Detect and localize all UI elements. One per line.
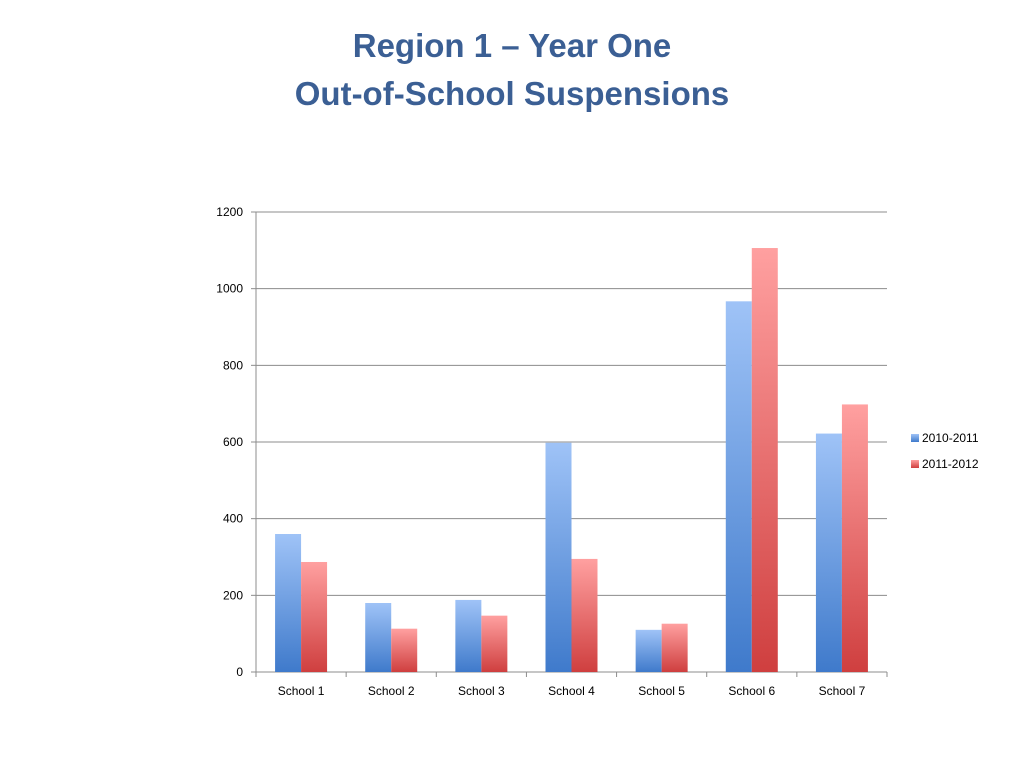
bar-2010-2011-school-5 — [635, 629, 662, 672]
x-category-label: School 1 — [278, 684, 325, 698]
y-tick-label: 800 — [223, 358, 243, 372]
bar-2010-2011-school-6 — [725, 301, 752, 672]
x-category-label: School 3 — [458, 684, 505, 698]
bar-2010-2011-school-2 — [365, 603, 392, 672]
bar-2011-2012-school-6 — [751, 248, 778, 673]
y-tick-label: 200 — [223, 588, 243, 602]
y-tick-label: 600 — [223, 435, 243, 449]
bar-2011-2012-school-2 — [391, 628, 418, 672]
x-category-label: School 7 — [819, 684, 866, 698]
x-category-label: School 4 — [548, 684, 595, 698]
x-category-label: School 6 — [728, 684, 775, 698]
bar-2011-2012-school-4 — [571, 558, 598, 672]
y-tick-label: 1200 — [216, 205, 243, 219]
y-tick-label: 0 — [236, 665, 243, 679]
slide-title: Region 1 – Year One Out-of-School Suspen… — [0, 22, 1024, 118]
bar-2010-2011-school-1 — [275, 534, 302, 672]
x-category-label: School 2 — [368, 684, 415, 698]
legend-swatch — [911, 460, 919, 468]
bar-2011-2012-school-3 — [481, 615, 508, 672]
y-tick-label: 1000 — [216, 282, 243, 296]
title-line-1: Region 1 – Year One — [352, 27, 672, 64]
x-category-label: School 5 — [638, 684, 685, 698]
bar-2011-2012-school-7 — [841, 404, 868, 672]
bar-2011-2012-school-1 — [301, 561, 328, 672]
y-tick-label: 400 — [223, 512, 243, 526]
legend-swatch — [911, 434, 919, 442]
legend-label: 2010-2011 — [922, 431, 979, 445]
bar-2010-2011-school-3 — [455, 599, 482, 672]
bar-2010-2011-school-4 — [545, 442, 572, 672]
legend-label: 2011-2012 — [922, 457, 979, 471]
title-line-2: Out-of-School Suspensions — [294, 75, 730, 112]
bar-2010-2011-school-7 — [815, 433, 842, 672]
bar-2011-2012-school-5 — [661, 623, 688, 672]
